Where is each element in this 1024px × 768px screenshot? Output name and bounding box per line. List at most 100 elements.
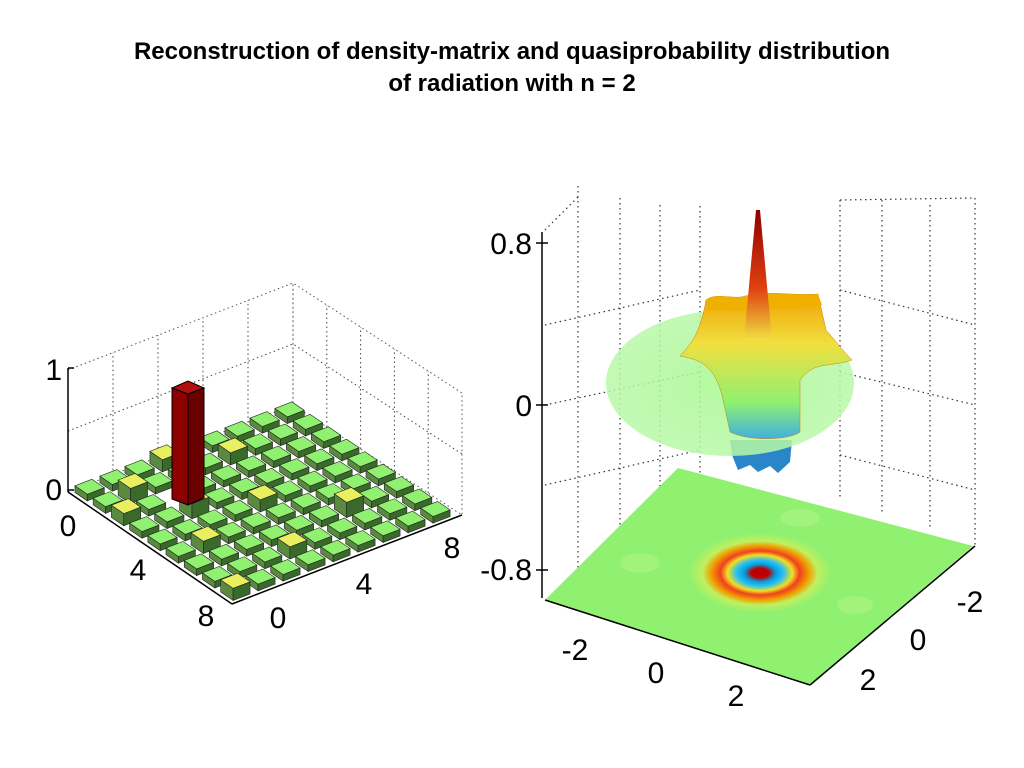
density-peak-bar xyxy=(170,380,206,506)
front-right-axis xyxy=(231,514,463,605)
central-spike xyxy=(744,210,772,340)
density-element xyxy=(351,507,383,524)
right-z-tick-label-bot: -0.8 xyxy=(480,554,532,587)
right-y-tick-label-0: 0 xyxy=(910,624,927,657)
density-element xyxy=(117,473,149,489)
density-element xyxy=(395,510,426,527)
density-element xyxy=(226,556,258,573)
grid-line xyxy=(839,197,976,201)
grid-line xyxy=(839,371,976,406)
contour-faint-2 xyxy=(837,596,873,614)
density-element xyxy=(297,470,328,487)
density-element xyxy=(295,549,326,566)
density-element xyxy=(265,502,297,519)
floor-contour-map xyxy=(620,509,873,614)
y-tick-label-8: 8 xyxy=(444,532,461,565)
density-element xyxy=(253,467,285,484)
density-element xyxy=(420,501,451,517)
grid-line xyxy=(839,454,976,491)
density-element xyxy=(197,509,228,526)
contour-faint-3 xyxy=(780,509,820,527)
density-element xyxy=(228,477,260,494)
density-element xyxy=(310,426,342,443)
density-element xyxy=(135,494,167,510)
right-x-tick-label-2: 2 xyxy=(728,680,745,713)
density-element xyxy=(303,448,335,465)
density-element xyxy=(285,436,317,452)
density-element xyxy=(242,433,274,450)
density-element xyxy=(292,413,324,430)
density-element xyxy=(365,463,397,480)
peak-bar-right-face xyxy=(187,387,205,506)
density-element xyxy=(153,506,185,523)
density-element xyxy=(328,438,360,455)
density-element xyxy=(224,420,255,437)
density-element xyxy=(274,401,305,418)
y-tick-label-0: 0 xyxy=(270,602,287,635)
right-front-right-axis xyxy=(809,545,976,686)
density-element xyxy=(203,487,235,503)
density-element xyxy=(267,423,299,440)
y-tick-label-4: 4 xyxy=(356,568,373,601)
title-line-2: of radiation with n = 2 xyxy=(388,70,636,97)
density-element xyxy=(370,520,401,537)
density-element xyxy=(347,451,378,468)
peak-bar-top-face xyxy=(170,380,206,395)
right-front-left-axis xyxy=(544,599,811,686)
density-element xyxy=(208,543,240,560)
density-element xyxy=(235,455,267,472)
density-element xyxy=(199,430,230,447)
peak-bar-left-face xyxy=(171,387,189,506)
density-element xyxy=(74,478,105,495)
density-element xyxy=(283,514,315,531)
density-element xyxy=(245,568,276,585)
density-element xyxy=(201,565,233,582)
grid-line xyxy=(544,289,701,326)
density-element xyxy=(270,559,301,575)
density-element xyxy=(247,484,278,501)
x-tick-label-0: 0 xyxy=(60,510,77,543)
grid-line xyxy=(544,371,701,406)
wigner-surface xyxy=(606,210,854,473)
density-element xyxy=(320,539,351,556)
slide-title: Reconstruction of density-matrix and qua… xyxy=(0,36,1024,100)
density-element xyxy=(301,527,333,544)
density-element xyxy=(217,437,249,454)
density-element xyxy=(183,553,215,570)
x-tick-label-4: 4 xyxy=(130,554,147,587)
density-element xyxy=(210,465,242,481)
density-element xyxy=(222,499,253,516)
density-element xyxy=(258,524,290,541)
density-element xyxy=(128,516,160,532)
contour-faint-1 xyxy=(620,553,660,573)
density-element xyxy=(333,487,365,503)
density-element xyxy=(276,531,308,548)
density-element xyxy=(215,521,247,538)
z-tick-label-1: 1 xyxy=(45,354,62,387)
density-element xyxy=(260,445,292,462)
z-tick-label-0: 0 xyxy=(45,474,62,507)
quasiprobability-chart: 0.8 0 -0.8 -2 0 2 -2 0 2 xyxy=(480,186,983,713)
contour-ring-outer xyxy=(688,533,832,613)
right-y-tick-label-neg2: -2 xyxy=(957,586,984,619)
density-element xyxy=(249,411,280,427)
density-matrix-chart: 1 0 0 4 8 0 4 8 xyxy=(45,282,463,635)
density-element xyxy=(358,485,390,502)
right-x-tick-label-0: 0 xyxy=(648,657,665,690)
grid-line xyxy=(544,449,701,486)
x-tick-label-8: 8 xyxy=(198,600,215,633)
density-element xyxy=(278,458,310,474)
density-element xyxy=(345,530,376,546)
density-element xyxy=(308,505,340,521)
density-element xyxy=(376,498,408,515)
density-element xyxy=(322,460,353,477)
density-element xyxy=(190,525,222,542)
density-element xyxy=(124,459,155,476)
right-z-tick-label-top: 0.8 xyxy=(490,228,532,261)
density-element xyxy=(220,572,251,589)
density-element xyxy=(172,518,203,535)
density-element xyxy=(326,517,358,534)
density-element xyxy=(92,491,124,508)
grid-line xyxy=(839,289,976,326)
